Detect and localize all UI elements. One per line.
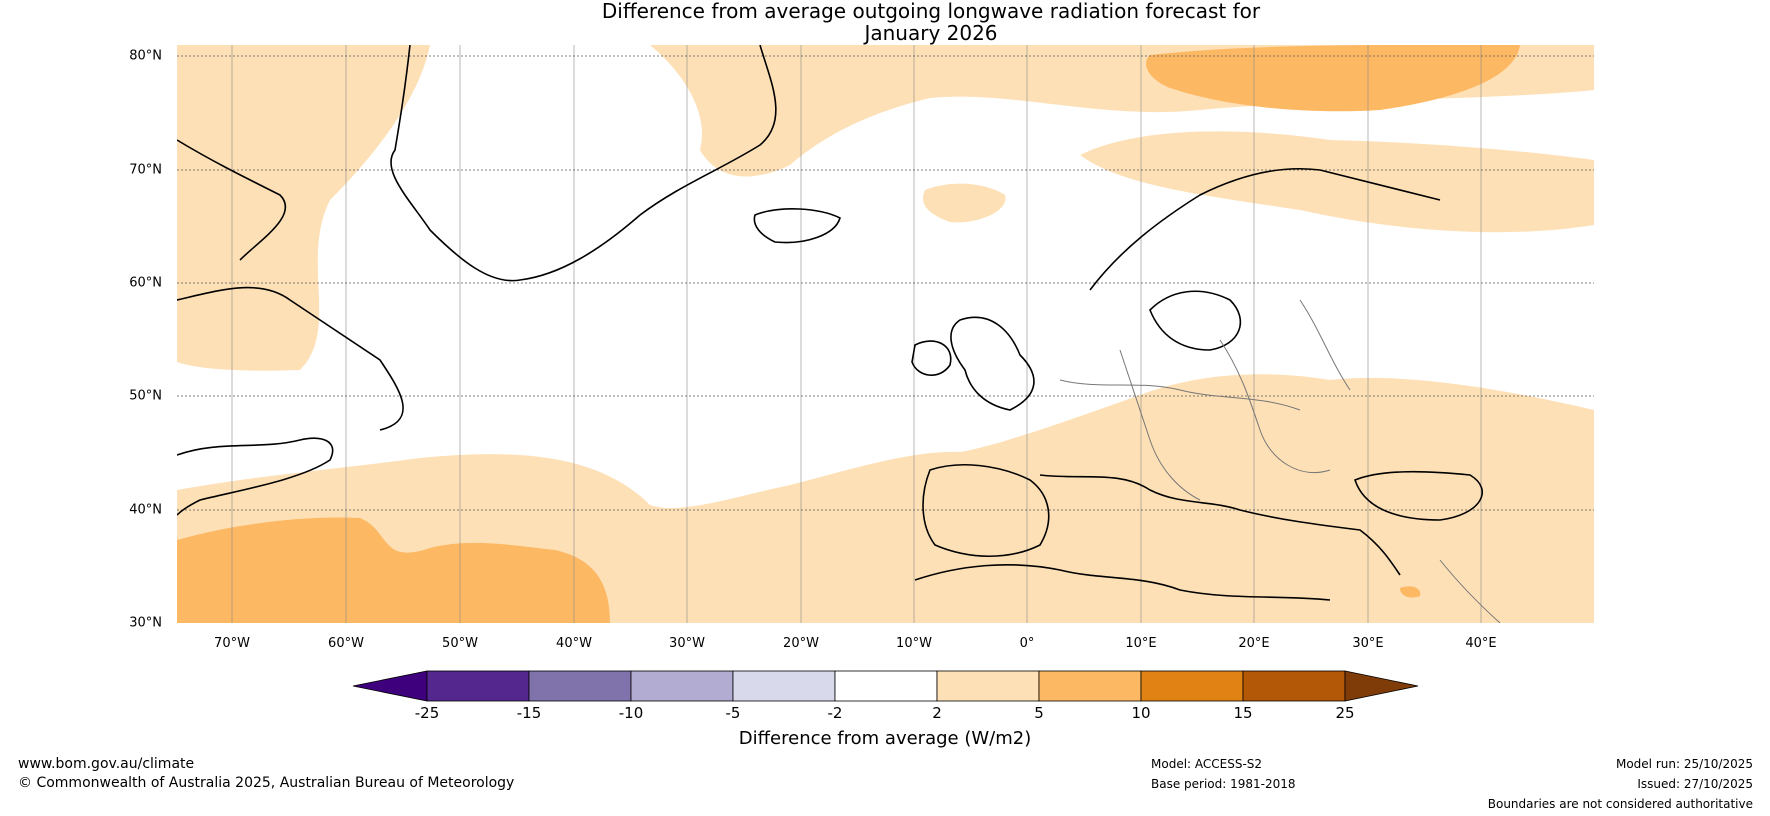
issued-text: Issued: 27/10/2025 [1637,777,1753,791]
colorbar-segment [936,670,1040,702]
anomaly-5-10-region-arctic [1146,45,1520,112]
lat-label: 30°N [129,615,162,631]
anomaly-2-5-region-barents [1080,131,1594,233]
anomaly-5-10-region-levant [1400,586,1421,598]
colorbar-tick: -25 [414,704,440,722]
colorbar-tick: -10 [618,704,644,722]
lon-label: 40°W [556,636,592,651]
colorbar-segment [1038,670,1142,702]
colorbar-segment [834,670,938,702]
lon-label: 20°W [783,636,819,651]
chart-title-line1: Difference from average outgoing longwav… [601,0,1261,23]
lat-label: 80°N [129,48,162,64]
colorbar-segment [630,670,734,702]
lon-label: 20°E [1238,636,1270,651]
chart-title-line2: January 2026 [864,21,998,45]
colorbar-segment [732,670,836,702]
lat-label: 60°N [129,275,162,291]
base-period-text: Base period: 1981-2018 [1151,777,1296,791]
lon-label: 70°W [214,636,250,651]
baltic-coast [1149,290,1242,351]
copyright-text: © Commonwealth of Australia 2025, Austra… [18,775,515,791]
britain-coast [950,316,1035,411]
colorbar-segment [426,670,530,702]
mediterranean-coast [1039,474,1401,576]
lon-label: 10°E [1125,636,1157,651]
graticule [231,45,1482,623]
website-link[interactable]: www.bom.gov.au/climate [18,756,195,772]
lat-label: 50°N [129,388,162,404]
labrador-coast [177,286,404,431]
colorbar-segment [1140,670,1244,702]
lat-label: 70°N [129,162,162,178]
lon-label: 40°E [1465,636,1497,651]
colorbar-tick: -15 [516,704,542,722]
colorbar-extend-low [352,670,428,702]
colorbar-segment [1242,670,1346,702]
colorbar-tick: 10 [1131,704,1151,722]
lat-label: 40°N [129,502,162,518]
norway-coast [1089,167,1441,291]
ireland-coast [911,340,952,376]
colorbar-tick: -2 [827,704,843,722]
coastlines [177,45,1483,601]
greenland-coast [390,45,777,282]
anomaly-2-5-region-norwegian-sea [922,183,1006,223]
colorbar-tick: 2 [932,704,942,722]
north-africa-coast [914,564,1331,601]
colorbar-label: Difference from average (W/m2) [738,728,1032,749]
lon-label: 10°W [896,636,932,651]
iberia-coast [922,464,1050,557]
anomaly-2-5-region-west [177,45,430,371]
colorbar-tick: 5 [1034,704,1044,722]
model-run-text: Model run: 25/10/2025 [1615,757,1753,771]
lon-label: 60°W [328,636,364,651]
lon-label: 0° [1019,636,1035,651]
lon-label: 30°W [669,636,705,651]
colorbar-tick: 15 [1233,704,1253,722]
colorbar-segment [528,670,632,702]
colorbar-extend-high [1344,670,1419,702]
country-boundaries [1059,299,1501,623]
disclaimer-text: Boundaries are not considered authoritat… [1487,797,1753,811]
iceland-coast [753,208,841,244]
lon-label: 30°E [1352,636,1384,651]
lon-label: 50°W [442,636,478,651]
baffin-coast [177,139,287,261]
black-sea-coast [1354,470,1483,521]
north-america-east-coast [177,437,334,516]
model-text: Model: ACCESS-S2 [1151,757,1263,771]
anomaly-5-10-region-subtropical [177,517,610,623]
colorbar-tick: 25 [1335,704,1355,722]
colorbar-tick: -5 [725,704,741,722]
